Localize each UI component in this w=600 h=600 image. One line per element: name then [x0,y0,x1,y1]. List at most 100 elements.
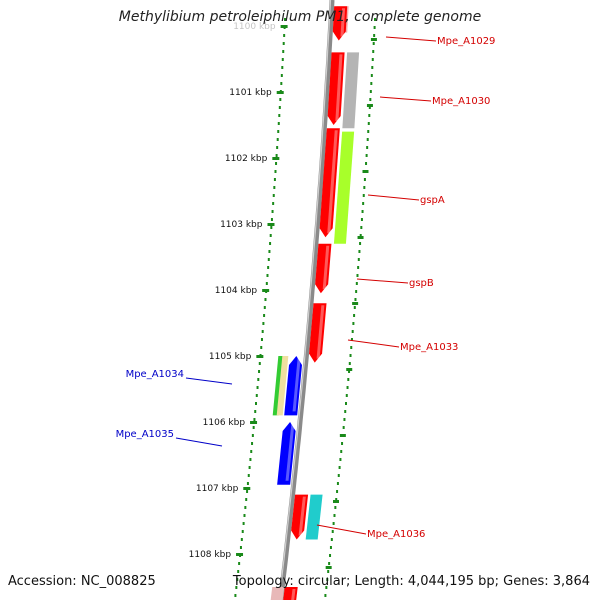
gc-dot [243,514,246,517]
gc-dash [352,302,359,305]
gene-label: Mpe_A1030 [432,96,490,107]
tick-mark [243,487,251,490]
gene-label: Mpe_A1034 [126,369,184,380]
gc-dot [271,210,274,213]
gene-track [277,6,348,600]
gc-dot [267,258,270,261]
gc-dot [368,114,371,117]
gc-dot [344,410,347,413]
gc-dot [351,330,354,333]
gc-dot [251,434,254,437]
gc-dot [246,490,249,493]
gc-dot [248,466,251,469]
tick-mark [276,91,284,94]
gc-dot [251,442,254,445]
gc-dot [250,450,253,453]
leader-line [185,377,233,385]
map-title: Methylibium petroleiphilum PM1, complete… [118,9,482,25]
gc-dot [238,562,241,565]
gc-dot [358,250,361,253]
gene-shine [298,496,306,536]
gc-skew-track-outer [324,18,377,597]
gc-dot [327,570,330,573]
gc-dot [329,554,332,557]
gc-dot [270,226,273,229]
gc-dot [359,242,362,245]
gene-g7 [277,422,296,485]
gc-dot [353,314,356,317]
gene-g2 [327,52,345,125]
tick-label: 1105 kbp [209,352,252,362]
gc-dot [265,282,268,285]
leader-line [316,524,367,535]
gc-dot [258,370,261,373]
gc-dot [328,562,331,565]
gc-dot [335,498,338,501]
gc-dot [329,546,332,549]
tick-mark [256,355,264,358]
gc-dot [362,202,365,205]
leader-line [379,96,432,102]
gc-dot [352,322,355,325]
gc-dot [340,450,343,453]
gc-dot [241,530,244,533]
gc-dot [282,42,285,45]
feature-f4 [305,494,323,540]
gc-dot [242,522,245,525]
gc-dash [346,368,353,371]
gc-dot [330,538,333,541]
gene-g6 [284,356,303,416]
gc-dot [269,242,272,245]
gc-dot [369,90,372,93]
leader-line [175,437,223,447]
gc-dot [333,514,336,517]
gc-dot [240,538,243,541]
gc-dot [357,266,360,269]
gene-shine [316,305,325,359]
gc-dot [337,474,340,477]
gc-dot [281,66,284,69]
tick-label: 1104 kbp [215,286,258,296]
gc-dot [255,402,258,405]
gc-dot [336,490,339,493]
gc-dot [357,258,360,261]
gc-dot [366,146,369,149]
gc-dot [264,298,267,301]
gc-dot [365,162,368,165]
gc-dot [254,410,257,413]
gc-dot [274,170,277,173]
gc-dot [373,26,376,29]
gene-g1 [332,6,348,41]
gc-dot [263,314,266,317]
gc-skew-track-inner [234,18,287,597]
gc-dot [278,106,281,109]
gc-dot [261,330,264,333]
gc-dot [275,154,278,157]
gc-dot [359,234,362,237]
gc-dash [370,38,377,41]
gene-labels: Mpe_A1029 Mpe_A1030 gspA gspB Mpe_A1033 Mpe_A… [116,36,496,540]
tick-label: 1101 kbp [229,88,272,98]
tick-mark [267,223,275,226]
gc-dot [371,66,374,69]
gene-shine [340,8,346,37]
tick-label: 1100 kbp [233,22,276,32]
feature-f3 [333,131,355,244]
gc-dot [273,178,276,181]
gc-dot [272,194,275,197]
gc-dot [280,82,283,85]
feature-f2 [342,52,360,129]
leader-line [347,339,400,348]
gc-dash [325,566,332,569]
gene-g4 [315,243,332,294]
gc-dot [279,98,282,101]
gc-dot [257,378,260,381]
gc-dot [363,178,366,181]
leader-line [356,278,409,284]
genome-backbone [278,0,335,600]
gene-g8 [291,494,309,540]
gc-dot [273,186,276,189]
gc-dot [255,394,258,397]
gene-shine [285,424,295,481]
